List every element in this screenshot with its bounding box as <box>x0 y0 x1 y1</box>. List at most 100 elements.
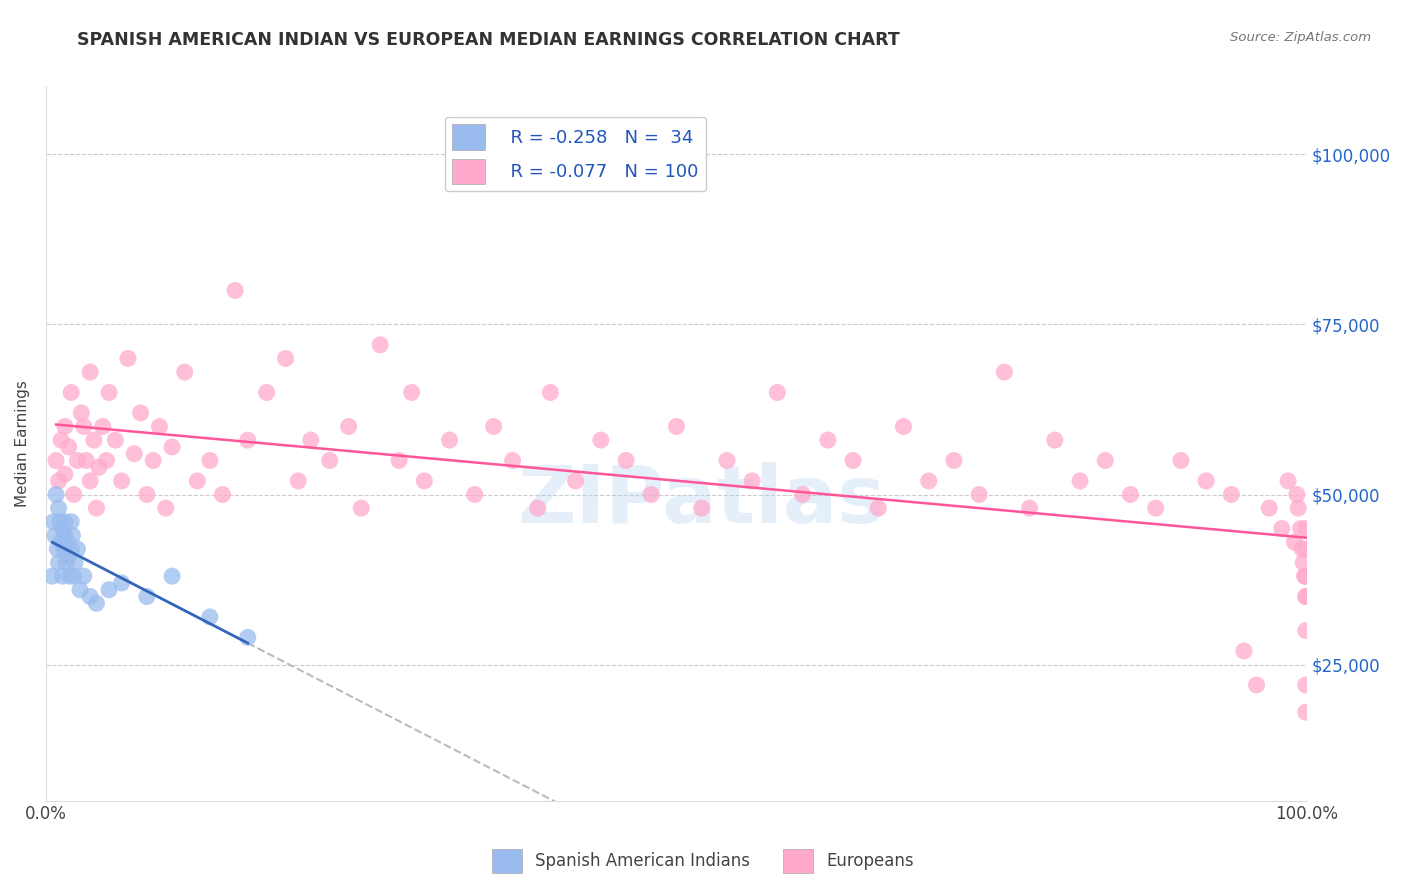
Point <box>350 501 373 516</box>
Point <box>48 556 70 570</box>
Point <box>52 541 75 556</box>
Point <box>66 541 89 556</box>
Point <box>236 631 259 645</box>
Point <box>1284 535 1306 549</box>
Point <box>614 453 637 467</box>
Legend: Spanish American Indians, Europeans: Spanish American Indians, Europeans <box>485 842 921 880</box>
Point <box>388 453 411 467</box>
Point <box>53 515 76 529</box>
Point <box>62 528 84 542</box>
Point <box>155 501 177 516</box>
Point <box>135 590 157 604</box>
Point <box>48 501 70 516</box>
Point <box>186 474 208 488</box>
Y-axis label: Median Earnings: Median Earnings <box>15 380 30 507</box>
Point <box>337 419 360 434</box>
Point <box>1170 453 1192 467</box>
Point <box>1295 569 1317 583</box>
Point <box>86 596 108 610</box>
Point <box>1292 556 1315 570</box>
Point <box>1295 590 1317 604</box>
Point <box>60 515 83 529</box>
Point <box>1295 590 1317 604</box>
Point <box>256 385 278 400</box>
Point <box>98 385 121 400</box>
Point <box>62 487 84 501</box>
Point <box>942 453 965 467</box>
Point <box>51 522 73 536</box>
Point <box>122 447 145 461</box>
Point <box>79 590 101 604</box>
Point <box>75 453 97 467</box>
Point <box>1144 501 1167 516</box>
Point <box>51 569 73 583</box>
Point <box>413 474 436 488</box>
Point <box>502 453 524 467</box>
Point <box>842 453 865 467</box>
Point <box>439 433 461 447</box>
Point <box>918 474 941 488</box>
Point <box>589 433 612 447</box>
Point <box>1043 433 1066 447</box>
Point <box>868 501 890 516</box>
Point <box>1271 522 1294 536</box>
Point <box>1277 474 1299 488</box>
Point <box>716 453 738 467</box>
Point <box>173 365 195 379</box>
Text: Source: ZipAtlas.com: Source: ZipAtlas.com <box>1230 31 1371 45</box>
Point <box>224 284 246 298</box>
Point <box>160 569 183 583</box>
Point <box>482 419 505 434</box>
Point <box>96 453 118 467</box>
Point <box>91 419 114 434</box>
Point <box>55 556 77 570</box>
Point <box>142 453 165 467</box>
Point <box>73 419 96 434</box>
Point <box>45 453 67 467</box>
Point <box>58 549 80 563</box>
Point <box>318 453 340 467</box>
Point <box>1195 474 1218 488</box>
Point <box>1294 569 1316 583</box>
Point <box>62 569 84 583</box>
Point <box>48 474 70 488</box>
Point <box>56 535 79 549</box>
Point <box>1295 705 1317 719</box>
Point <box>117 351 139 366</box>
Point <box>70 406 93 420</box>
Point <box>49 515 72 529</box>
Point <box>79 365 101 379</box>
Point <box>69 582 91 597</box>
Point <box>41 569 63 583</box>
Point <box>368 338 391 352</box>
Point <box>198 610 221 624</box>
Point <box>1094 453 1116 467</box>
Point <box>1246 678 1268 692</box>
Point <box>792 487 814 501</box>
Point <box>83 433 105 447</box>
Point <box>60 541 83 556</box>
Point <box>526 501 548 516</box>
Point <box>111 576 134 591</box>
Point <box>299 433 322 447</box>
Point <box>690 501 713 516</box>
Point <box>1233 644 1256 658</box>
Point <box>817 433 839 447</box>
Point <box>63 556 86 570</box>
Legend:   R = -0.258   N =  34,   R = -0.077   N = 100: R = -0.258 N = 34, R = -0.077 N = 100 <box>446 117 706 192</box>
Point <box>464 487 486 501</box>
Point <box>198 453 221 467</box>
Point <box>59 569 82 583</box>
Point <box>287 474 309 488</box>
Point <box>49 535 72 549</box>
Point <box>79 474 101 488</box>
Point <box>274 351 297 366</box>
Point <box>129 406 152 420</box>
Point <box>1258 501 1281 516</box>
Point <box>44 528 66 542</box>
Point <box>111 474 134 488</box>
Point <box>1295 624 1317 638</box>
Point <box>46 541 69 556</box>
Point <box>53 467 76 482</box>
Point <box>1220 487 1243 501</box>
